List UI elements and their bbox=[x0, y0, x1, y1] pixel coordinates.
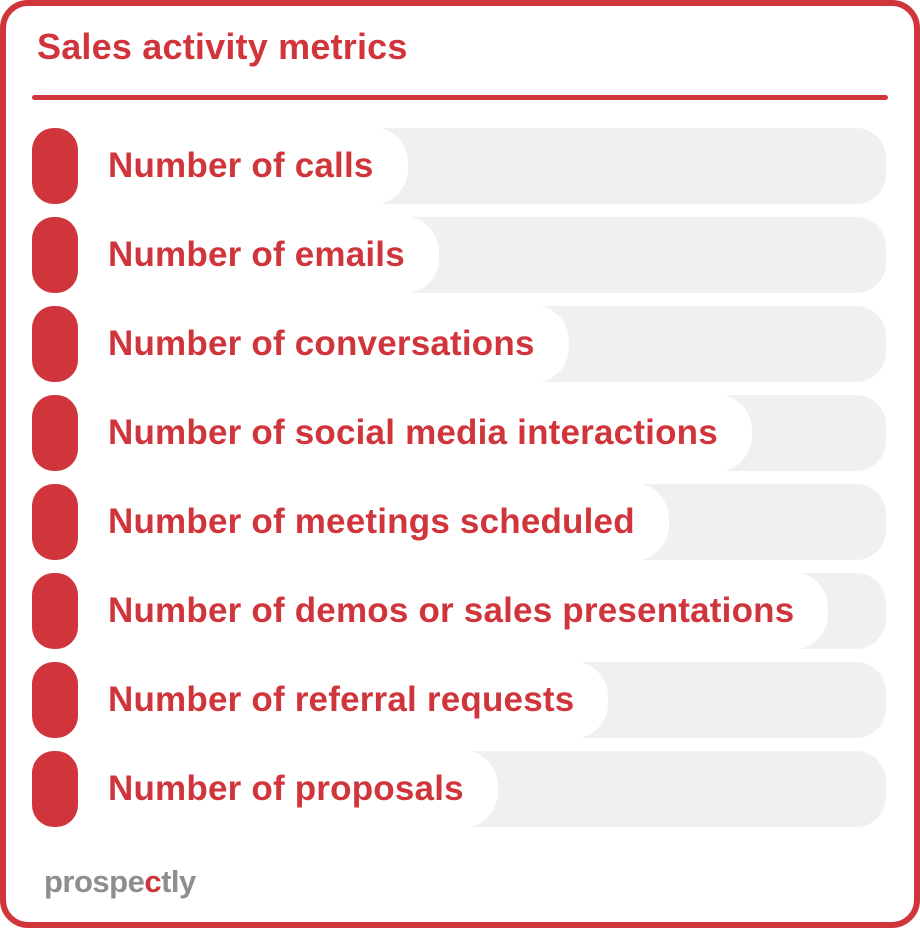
metric-label-box: Number of social media interactions bbox=[82, 394, 752, 472]
list-item: Number of meetings scheduled bbox=[6, 483, 914, 561]
page-title: Sales activity metrics bbox=[37, 26, 408, 67]
prospectly-logo: prospectly bbox=[44, 864, 196, 900]
metric-label: Number of demos or sales presentations bbox=[108, 591, 795, 630]
rounded-rectangle-bullet-icon bbox=[32, 484, 78, 560]
metric-label-box: Number of calls bbox=[82, 127, 408, 205]
list-item: Number of social media interactions bbox=[6, 394, 914, 472]
metric-label: Number of emails bbox=[108, 235, 405, 274]
metric-label: Number of social media interactions bbox=[108, 413, 718, 452]
rounded-rectangle-bullet-icon bbox=[32, 128, 78, 204]
metric-label-box: Number of emails bbox=[82, 216, 439, 294]
metric-label: Number of referral requests bbox=[108, 680, 575, 719]
metric-label: Number of calls bbox=[108, 146, 374, 185]
metric-label: Number of conversations bbox=[108, 324, 535, 363]
metrics-list: Number of calls Number of emails Number … bbox=[6, 127, 914, 840]
rounded-rectangle-bullet-icon bbox=[32, 217, 78, 293]
metric-label-box: Number of conversations bbox=[82, 305, 569, 383]
metric-label-box: Number of demos or sales presentations bbox=[82, 572, 829, 650]
rounded-rectangle-bullet-icon bbox=[32, 306, 78, 382]
list-item: Number of conversations bbox=[6, 305, 914, 383]
metric-label: Number of meetings scheduled bbox=[108, 502, 635, 541]
logo-text-prefix: prospe bbox=[44, 864, 145, 899]
logo-text-accent: c bbox=[144, 864, 162, 899]
list-item: Number of referral requests bbox=[6, 661, 914, 739]
metric-label-box: Number of meetings scheduled bbox=[82, 483, 669, 561]
list-item: Number of calls bbox=[6, 127, 914, 205]
list-item: Number of demos or sales presentations bbox=[6, 572, 914, 650]
rounded-rectangle-bullet-icon bbox=[32, 395, 78, 471]
rounded-rectangle-bullet-icon bbox=[32, 751, 78, 827]
rounded-rectangle-bullet-icon bbox=[32, 573, 78, 649]
list-item: Number of emails bbox=[6, 216, 914, 294]
list-item: Number of proposals bbox=[6, 750, 914, 828]
metric-label: Number of proposals bbox=[108, 769, 464, 808]
rounded-rectangle-bullet-icon bbox=[32, 662, 78, 738]
title-underline bbox=[32, 95, 888, 100]
metric-label-box: Number of referral requests bbox=[82, 661, 609, 739]
logo-text-suffix: tly bbox=[161, 864, 196, 899]
metric-label-box: Number of proposals bbox=[82, 750, 498, 828]
